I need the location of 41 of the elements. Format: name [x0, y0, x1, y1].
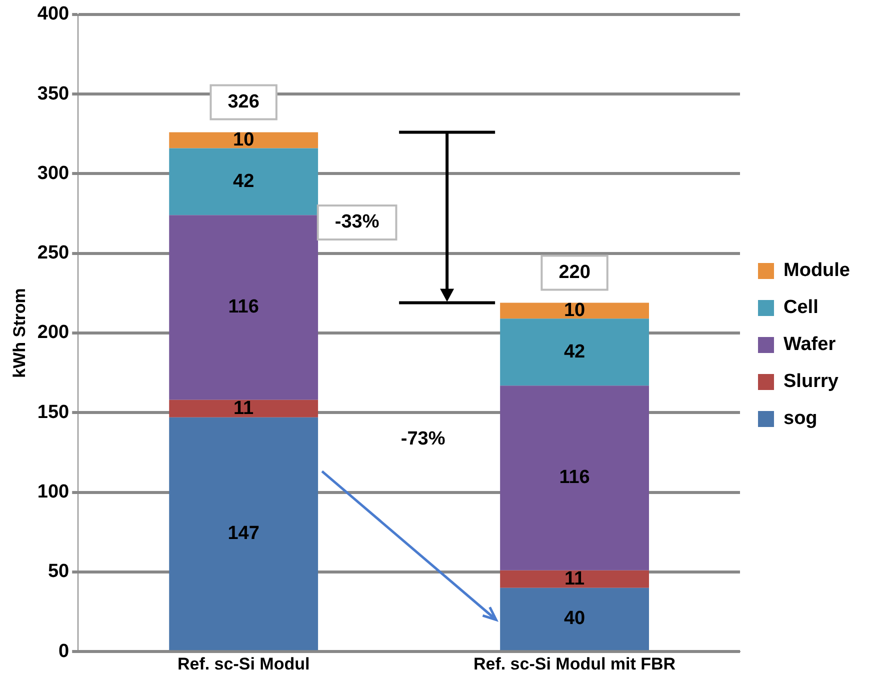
- bar: [500, 318, 649, 386]
- bar: [169, 132, 318, 148]
- y-axis-title: kWh Strom: [10, 288, 29, 378]
- annotation: -33%: [334, 212, 380, 233]
- legend-label: Slurry: [784, 371, 839, 392]
- data-label: 116: [559, 467, 590, 488]
- data-label: 11: [234, 398, 254, 419]
- bar: [500, 570, 649, 588]
- data-label: 116: [228, 296, 259, 318]
- legend-label: Cell: [784, 297, 818, 318]
- y-tick-label: 350: [37, 83, 70, 104]
- bar: [169, 417, 318, 650]
- bar: [169, 148, 318, 216]
- bar: [500, 386, 649, 570]
- data-label: 147: [228, 523, 260, 544]
- total-label: 326: [228, 92, 260, 113]
- legend-label: Wafer: [784, 334, 836, 356]
- data-label: 10: [564, 300, 586, 321]
- x-tick-label: Ref. sc-Si Modul mit FBR: [473, 654, 676, 674]
- y-tick-label: 300: [37, 162, 70, 184]
- legend-label: sog: [784, 408, 818, 430]
- total-label: 220: [558, 262, 590, 283]
- y-tick-label: 150: [37, 402, 70, 423]
- y-tick-label: 0: [58, 640, 70, 662]
- data-label: 42: [233, 170, 254, 192]
- x-tick-label: Ref. sc-Si Modul: [177, 654, 310, 674]
- bar: [500, 302, 649, 319]
- y-tick-label: 50: [48, 561, 70, 582]
- data-label: 11: [564, 568, 586, 590]
- bar: [169, 400, 318, 418]
- y-tick-label: 100: [37, 482, 70, 503]
- data-label: 42: [564, 341, 586, 362]
- y-tick-label: 250: [37, 242, 70, 264]
- y-tick-label: 200: [37, 322, 70, 344]
- annotation: -73%: [400, 428, 446, 450]
- y-tick-label: 400: [37, 4, 70, 25]
- bar: [500, 588, 649, 650]
- legend-label: Module: [784, 260, 850, 282]
- data-label: 10: [233, 129, 254, 150]
- bar: [169, 215, 318, 400]
- data-label: 40: [564, 608, 586, 630]
